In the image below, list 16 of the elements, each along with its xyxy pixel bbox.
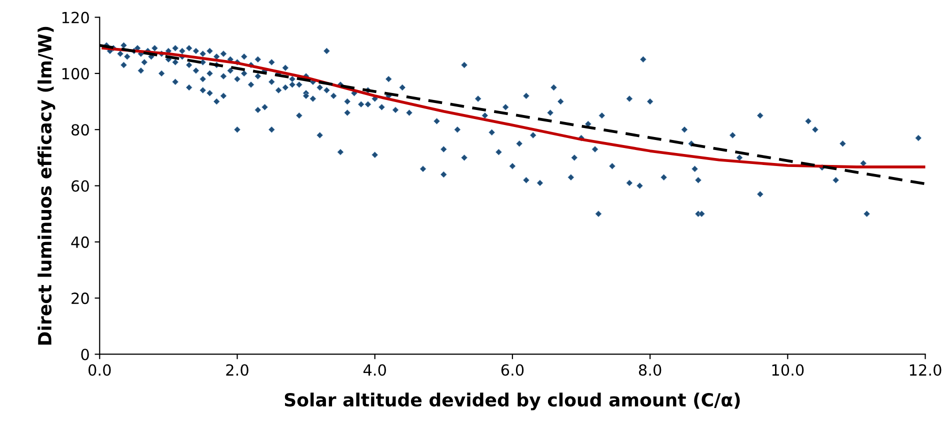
x-tick-label: 2.0 [226,364,248,376]
x-tick-label: 10.0 [772,364,804,376]
x-tick-label: 8.0 [638,364,662,376]
y-tick-label: 40 [71,236,89,248]
x-tick-label: 6.0 [501,364,524,376]
y-tick-label: 0 [81,348,89,360]
x-tick-label: 12.0 [910,364,942,376]
y-tick-label: 80 [72,124,89,136]
y-tick-label: 60 [72,180,89,192]
y-tick-label: 100 [62,68,89,80]
y-axis-title: Direct luminuos efficacy (lm/W) [38,26,56,345]
x-tick-label: 0.0 [88,364,111,376]
y-tick-label: 120 [62,12,89,24]
x-tick-label: 4.0 [363,364,386,376]
y-tick-label: 20 [72,292,89,304]
x-axis-title: Solar altitude devided by cloud amount (C/α) [284,392,740,410]
